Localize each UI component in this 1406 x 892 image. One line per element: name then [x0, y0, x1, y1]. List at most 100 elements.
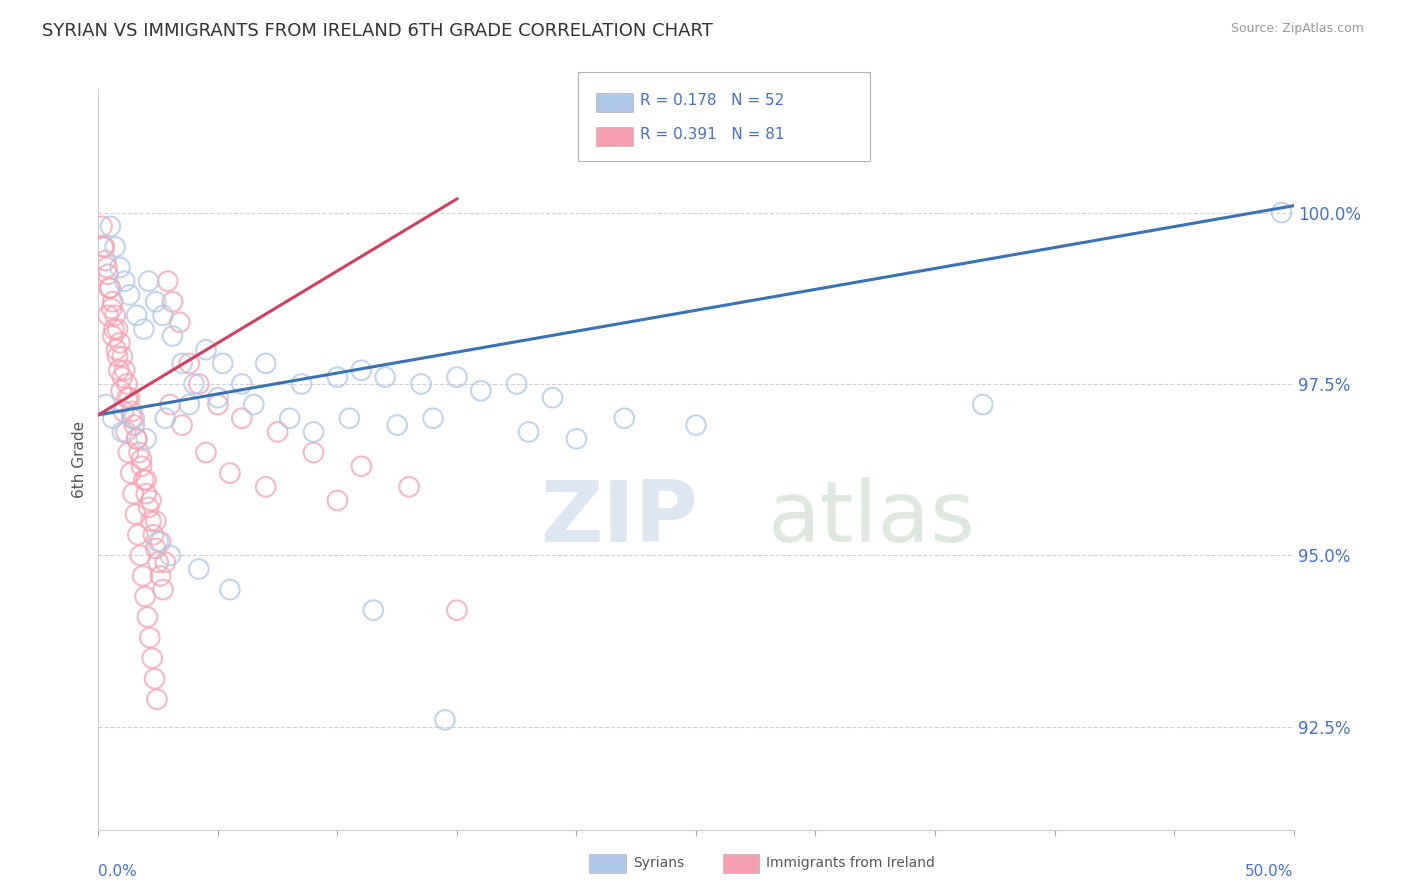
Point	[187, 562, 209, 576]
Point	[187, 376, 209, 391]
Text: 0.0%: 0.0%	[98, 864, 138, 880]
Text: Source: ZipAtlas.com: Source: ZipAtlas.com	[1230, 22, 1364, 36]
Point	[107, 350, 129, 364]
Point	[243, 398, 266, 412]
Point	[125, 432, 148, 446]
Point	[108, 260, 131, 275]
Text: SYRIAN VS IMMIGRANTS FROM IRELAND 6TH GRADE CORRELATION CHART: SYRIAN VS IMMIGRANTS FROM IRELAND 6TH GR…	[42, 22, 713, 40]
Point	[278, 411, 301, 425]
Point	[374, 370, 396, 384]
Point	[118, 391, 141, 405]
Point	[138, 500, 160, 515]
Text: Immigrants from Ireland: Immigrants from Ireland	[766, 856, 935, 871]
Point	[101, 294, 124, 309]
Point	[101, 329, 124, 343]
Point	[613, 411, 636, 425]
Point	[122, 486, 145, 500]
Point	[145, 294, 167, 309]
Point	[105, 343, 128, 357]
Point	[131, 459, 153, 474]
Point	[172, 356, 194, 370]
Point	[127, 528, 149, 542]
Point	[1271, 205, 1294, 219]
Point	[121, 404, 143, 418]
Point	[149, 534, 172, 549]
Point	[350, 459, 373, 474]
Point	[114, 274, 136, 288]
Point	[155, 411, 177, 425]
Point	[145, 514, 167, 528]
Point	[135, 473, 157, 487]
Point	[183, 376, 205, 391]
Text: R = 0.391   N = 81: R = 0.391 N = 81	[640, 128, 785, 142]
Point	[363, 603, 385, 617]
Point	[100, 301, 122, 316]
Point	[115, 391, 138, 405]
Point	[93, 240, 115, 254]
Point	[104, 240, 127, 254]
Point	[145, 541, 167, 556]
Point	[565, 432, 588, 446]
Point	[98, 281, 121, 295]
Point	[211, 356, 233, 370]
Point	[135, 486, 157, 500]
Point	[326, 370, 349, 384]
Point	[124, 411, 146, 425]
Point	[219, 582, 242, 597]
Point	[148, 534, 170, 549]
Point	[267, 425, 290, 439]
Point	[117, 445, 139, 459]
Point	[159, 549, 181, 563]
Point	[517, 425, 540, 439]
Point	[142, 528, 165, 542]
Point	[114, 363, 136, 377]
Point	[111, 425, 134, 439]
Point	[125, 309, 148, 323]
Point	[231, 376, 253, 391]
Point	[685, 418, 707, 433]
Point	[97, 268, 120, 282]
Point	[155, 555, 177, 569]
Point	[132, 473, 155, 487]
Point	[110, 384, 132, 398]
Point	[139, 631, 162, 645]
Point	[148, 555, 170, 569]
Point	[97, 309, 120, 323]
Point	[134, 590, 156, 604]
Point	[172, 418, 194, 433]
Point	[411, 376, 433, 391]
Point	[159, 398, 181, 412]
Point	[135, 432, 157, 446]
Point	[302, 445, 325, 459]
Point	[128, 445, 150, 459]
Point	[139, 514, 162, 528]
Point	[103, 322, 125, 336]
Point	[120, 466, 142, 480]
Point	[111, 370, 134, 384]
Point	[104, 309, 127, 323]
Point	[302, 425, 325, 439]
Point	[94, 398, 117, 412]
Point	[231, 411, 253, 425]
Point	[422, 411, 444, 425]
Point	[207, 391, 229, 405]
Point	[195, 343, 218, 357]
Point	[254, 480, 277, 494]
Point	[91, 240, 114, 254]
Point	[94, 253, 117, 268]
Point	[446, 370, 468, 384]
Point	[115, 376, 138, 391]
Point	[195, 445, 218, 459]
Point	[291, 376, 314, 391]
Text: R = 0.178   N = 52: R = 0.178 N = 52	[640, 94, 785, 108]
Point	[254, 356, 277, 370]
Point	[146, 692, 169, 706]
Point	[121, 411, 143, 425]
Y-axis label: 6th Grade: 6th Grade	[72, 421, 87, 498]
Point	[107, 322, 129, 336]
Point	[98, 281, 122, 295]
Point	[156, 274, 179, 288]
Point	[143, 672, 166, 686]
Point	[152, 582, 174, 597]
Text: ZIP: ZIP	[541, 477, 699, 560]
